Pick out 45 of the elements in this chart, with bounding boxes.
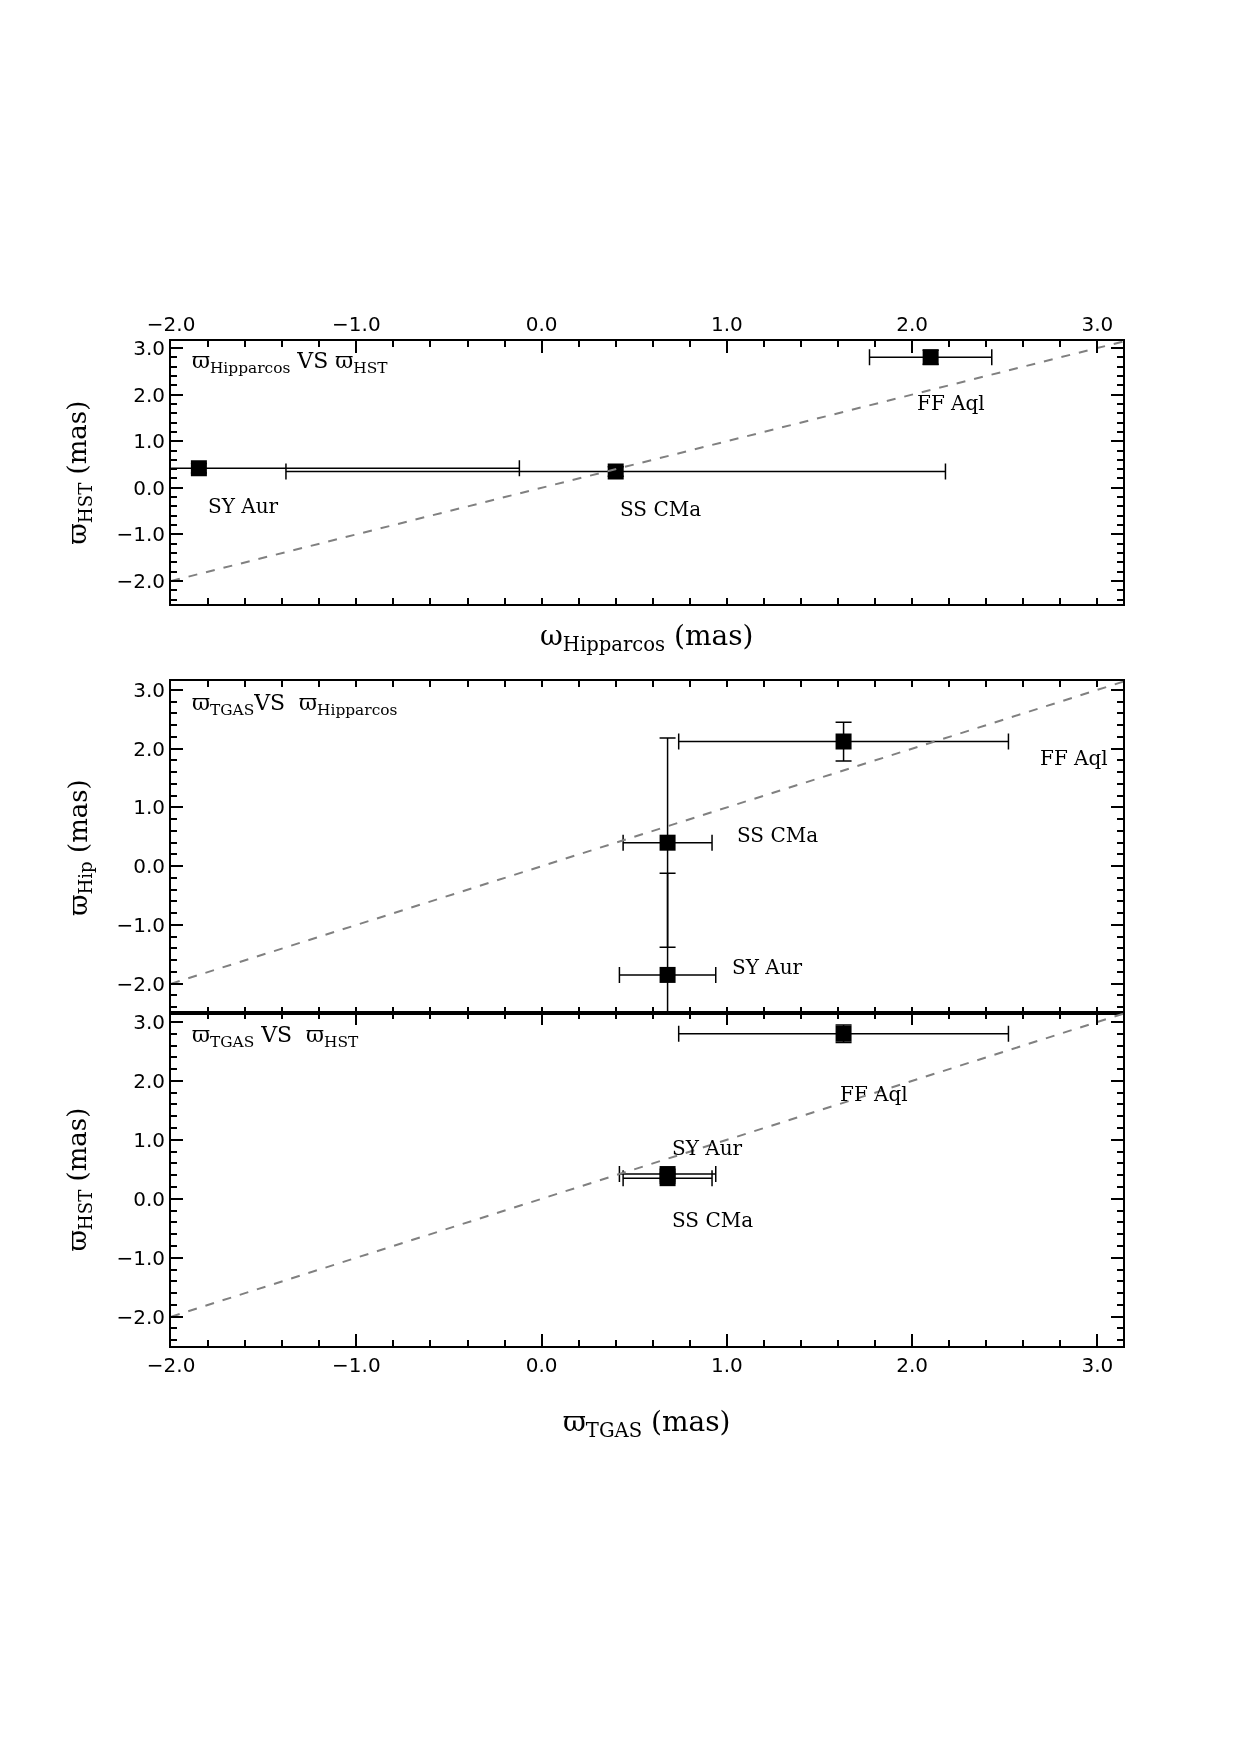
point — [659, 834, 676, 851]
y-tick-label: 3.0 — [133, 677, 166, 702]
y-tick-label: 2.0 — [133, 382, 166, 407]
annotation: SY Aur — [732, 955, 803, 979]
x-tick-label: 2.0 — [896, 1353, 929, 1378]
x2-tick-label: −1.0 — [332, 312, 381, 337]
y-tick-label: 1.0 — [133, 795, 166, 820]
y-tick-label: 3.0 — [133, 1009, 166, 1034]
chart-title: ϖ$_{Hipparcos}$ VS ϖ$_{HST}$ — [192, 348, 389, 377]
y-tick-label: 1.0 — [133, 429, 166, 454]
y-tick-label: 0.0 — [133, 475, 166, 500]
x-tick-label: 3.0 — [1081, 1353, 1114, 1378]
y-tick-label: 3.0 — [133, 336, 166, 361]
y-tick-label: −2.0 — [116, 971, 166, 996]
x-tick-label: 1.0 — [710, 1353, 743, 1378]
y-tick-label: −2.0 — [116, 1304, 166, 1329]
y-tick-label: −1.0 — [116, 522, 166, 547]
annotation: FF Aql — [840, 1082, 908, 1106]
y-tick-label: 0.0 — [133, 854, 166, 879]
x-axis-title: ϖ$_{TGAS}$ (mas) — [563, 1405, 731, 1442]
y-tick-label: −1.0 — [116, 1245, 166, 1270]
annotation: FF Aql — [1040, 746, 1108, 770]
y-tick-label: 2.0 — [133, 1068, 166, 1093]
y-tick-label: 1.0 — [133, 1127, 166, 1152]
x2-tick-label: 3.0 — [1081, 312, 1114, 337]
point — [659, 966, 676, 983]
y-tick-label: −1.0 — [116, 912, 166, 937]
x2-tick-label: 0.0 — [525, 312, 558, 337]
annotation: SS CMa — [672, 1208, 754, 1232]
annotation: SS CMa — [620, 497, 702, 521]
y-tick-label: 0.0 — [133, 1186, 166, 1211]
point — [835, 733, 852, 750]
y-tick-label: 2.0 — [133, 736, 166, 761]
annotation: SS CMa — [737, 823, 819, 847]
annotation: SY Aur — [672, 1136, 743, 1160]
text: ϖ$_{TGAS}$VS ϖ$_{Hipparcos}$ — [192, 690, 398, 719]
annotation: FF Aql — [917, 391, 985, 415]
x2-tick-label: 1.0 — [710, 312, 743, 337]
annotation: SY Aur — [208, 494, 279, 518]
x-axis-title: ω$_{Hipparcos}$ (mas) — [540, 619, 754, 656]
x2-tick-label: 2.0 — [896, 312, 929, 337]
x-tick-label: −1.0 — [332, 1353, 381, 1378]
x-tick-label: 0.0 — [525, 1353, 558, 1378]
y-tick-label: −2.0 — [116, 568, 166, 593]
text: ϖ$_{TGAS}$ VS ϖ$_{HST}$ — [192, 1022, 360, 1051]
